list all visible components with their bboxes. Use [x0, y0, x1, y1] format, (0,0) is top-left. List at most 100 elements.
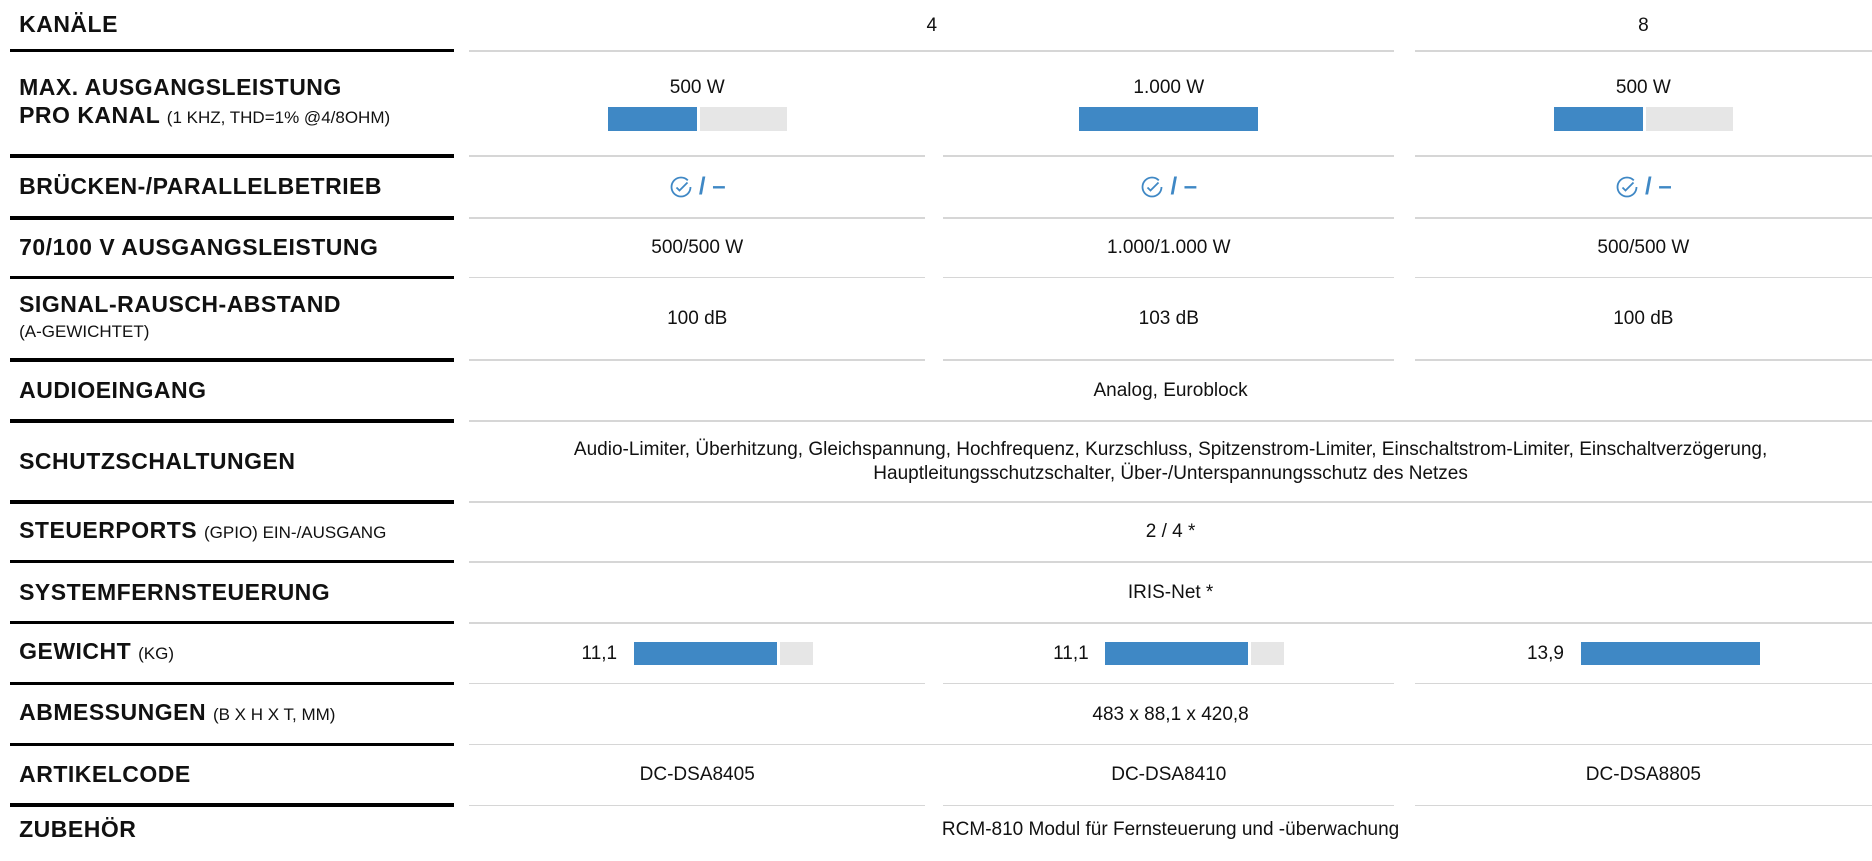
bar-group: 13,9	[1527, 642, 1760, 666]
value-cell: 103 dB	[943, 278, 1394, 360]
label-text: ABMESSUNGEN	[19, 698, 207, 725]
value-text: 1.000 W	[1133, 77, 1205, 99]
check-icon	[1142, 177, 1163, 198]
bar	[1553, 107, 1644, 132]
row-label: GEWICHT (KG)	[19, 623, 455, 682]
label-note: (GPIO) EIN-/AUSGANG	[204, 522, 387, 542]
row-label: MAX. AUSGANGSLEISTUNG PRO KANAL (1 KHZ, T…	[19, 51, 455, 154]
cell-divider	[1414, 359, 1872, 361]
value-text: 500/500 W	[1597, 237, 1690, 259]
label-text: AUDIOEINGANG	[19, 376, 207, 403]
value-cell: 100 dB	[1415, 278, 1872, 360]
label-line: ARTIKELCODE	[19, 760, 455, 788]
row-label: AUDIOEINGANG	[19, 361, 455, 420]
value-cell: 500 W	[1415, 51, 1872, 156]
cell-divider	[943, 155, 1395, 157]
value-text: 500 W	[1615, 77, 1671, 99]
row-label: STEUERPORTS (GPIO) EIN-/AUSGANG	[19, 503, 455, 560]
value-cell: DC-DSA8805	[1415, 745, 1872, 806]
cell-divider	[469, 217, 926, 219]
value-text: 103 dB	[1138, 308, 1199, 330]
bar-track	[633, 642, 813, 665]
value-cell: 11,1	[943, 623, 1394, 684]
label-note: (KG)	[138, 643, 174, 663]
value-cell: 500 W	[469, 51, 925, 156]
bar	[1580, 642, 1760, 665]
value-cell: / –	[469, 156, 925, 218]
value-cell: Analog, Euroblock	[469, 361, 1872, 422]
label-line: KANÄLE	[19, 10, 455, 38]
value-cell: / –	[1415, 156, 1872, 218]
row-label: BRÜCKEN-/PARALLELBETRIEB	[19, 156, 455, 216]
label-text: ZUBEHÖR	[19, 815, 137, 842]
bar-group: 11,1	[582, 642, 813, 666]
bar-remainder	[1251, 642, 1285, 665]
cell-divider	[469, 682, 926, 685]
value-text: RCM-810 Modul für Fernsteuerung und -übe…	[941, 818, 1400, 840]
row-divider	[9, 742, 454, 747]
cell-divider	[469, 420, 1872, 422]
label-text: KANÄLE	[19, 11, 118, 38]
cell-divider	[943, 682, 1395, 685]
row-divider	[9, 154, 454, 158]
cell-divider	[469, 804, 926, 807]
bar-track	[1553, 107, 1733, 132]
value-text: 8	[1638, 14, 1649, 36]
row-divider	[9, 681, 454, 686]
value-text: IRIS-Net *	[1127, 581, 1214, 603]
label-text: 70/100 V AUSGANGSLEISTUNG	[19, 234, 379, 261]
value-cell: 8	[1415, 0, 1872, 51]
value-text: 4	[926, 14, 938, 36]
row-divider	[9, 559, 454, 564]
label-text: BRÜCKEN-/PARALLELBETRIEB	[19, 173, 383, 200]
value-text: 13,9	[1526, 642, 1564, 664]
value-text: DC-DSA8410	[1111, 764, 1227, 786]
value-text: Audio-Limiter, Überhitzung, Gleichspannu…	[573, 439, 1768, 485]
value-cell: 1.000/1.000 W	[943, 218, 1394, 278]
value-cell: IRIS-Net *	[469, 562, 1872, 623]
cell-divider	[469, 743, 1872, 746]
value-text: DC-DSA8805	[1585, 764, 1701, 786]
cell-divider	[1414, 50, 1872, 52]
bar-group: 1.000 W	[1079, 76, 1259, 132]
label-line: SCHUTZSCHALTUNGEN	[19, 447, 455, 475]
value-cell: 11,1	[469, 623, 925, 684]
check-group: / –	[1615, 175, 1672, 199]
value-text: 483 x 88,1 x 420,8	[1092, 703, 1249, 725]
value-text: 11,1	[1053, 642, 1089, 664]
label-line: STEUERPORTS (GPIO) EIN-/AUSGANG	[19, 516, 455, 547]
value-cell: DC-DSA8410	[943, 745, 1394, 806]
row-divider	[9, 48, 454, 53]
value-cell: 500/500 W	[1415, 218, 1872, 278]
check-icon	[1616, 177, 1638, 198]
value-cell: 4	[469, 0, 1394, 51]
bar	[1079, 107, 1259, 132]
bar-group: 11,1	[1053, 642, 1285, 666]
bar-track	[1580, 642, 1760, 665]
cell-divider	[943, 359, 1395, 361]
label-line: ABMESSUNGEN (B X H X T, MM)	[19, 698, 455, 729]
cell-divider	[1414, 682, 1872, 685]
cell-divider	[469, 155, 926, 157]
label-line: GEWICHT (KG)	[19, 637, 455, 668]
row-divider	[9, 500, 454, 504]
bar-track	[607, 107, 787, 132]
label-line: 70/100 V AUSGANGSLEISTUNG	[19, 233, 455, 261]
bar-group: 500 W	[607, 76, 787, 132]
value-text: / –	[698, 173, 726, 201]
label-text: SIGNAL-RAUSCH-ABSTAND	[19, 291, 341, 318]
label-text: STEUERPORTS	[19, 516, 198, 543]
value-cell: DC-DSA8405	[469, 745, 925, 806]
bar-remainder	[779, 642, 813, 665]
value-cell: Audio-Limiter, Überhitzung, Gleichspannu…	[469, 421, 1872, 502]
check-icon	[670, 177, 692, 198]
check-group: / –	[1140, 175, 1197, 199]
bar-track	[1079, 107, 1259, 132]
value-text: / –	[1645, 173, 1672, 201]
label-note: (1 KHZ, THD=1% @4/8OHM)	[166, 108, 391, 128]
row-divider	[9, 419, 454, 423]
row-label: ARTIKELCODE	[19, 745, 455, 804]
label-text: GEWICHT	[19, 637, 132, 664]
bar	[607, 107, 698, 132]
